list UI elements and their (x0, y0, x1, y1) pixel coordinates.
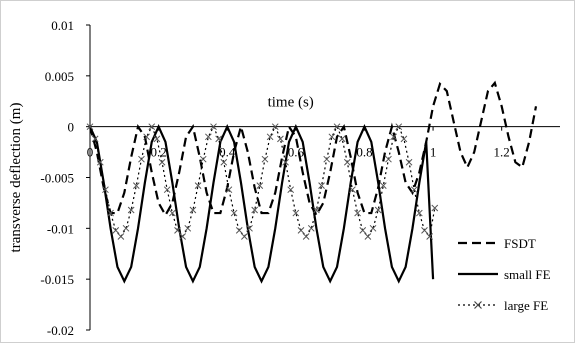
large-fe-marker (364, 233, 372, 240)
large-fe-marker (374, 206, 382, 214)
y-axis-label: transverse deflection (m) (8, 103, 24, 253)
large-fe-marker (153, 135, 161, 143)
large-fe-marker (168, 209, 176, 217)
large-fe-marker (395, 123, 403, 131)
large-fe-marker (194, 182, 202, 189)
y-tick-label: 0.005 (45, 69, 74, 84)
large-fe-marker (179, 233, 186, 240)
large-fe-marker (220, 158, 228, 166)
large-fe-marker (292, 209, 300, 217)
large-fe-marker (91, 135, 99, 143)
large-fe-marker (96, 158, 104, 166)
large-fe-marker (184, 224, 192, 232)
large-fe-marker (241, 233, 248, 240)
large-fe-marker (431, 204, 439, 212)
y-tick-label: 0.01 (51, 18, 74, 33)
large-fe-marker (117, 233, 125, 240)
large-fe-marker (400, 135, 408, 143)
large-fe-marker (256, 182, 264, 189)
large-fe-marker (333, 123, 341, 131)
series-line-large-fe (89, 125, 436, 238)
large-fe-marker (261, 155, 269, 163)
large-fe-marker (277, 135, 284, 143)
large-fe-marker (143, 133, 150, 141)
large-fe-marker (354, 209, 361, 217)
large-fe-marker (158, 158, 166, 166)
large-fe-marker (251, 206, 259, 214)
large-fe-marker (205, 133, 212, 141)
legend-label: FSDT (504, 236, 536, 251)
large-fe-marker (163, 186, 171, 194)
large-fe-marker (210, 123, 217, 131)
series-line-small-fe (88, 123, 435, 284)
large-fe-marker (287, 186, 295, 194)
large-fe-marker (132, 182, 140, 189)
large-fe-marker (421, 227, 428, 234)
legend-marker (474, 301, 482, 309)
large-fe-marker (282, 158, 289, 166)
x-tick-label: 0.2 (150, 145, 166, 160)
large-fe-marker (307, 224, 315, 232)
large-fe-marker (148, 123, 156, 131)
large-fe-marker (349, 186, 356, 194)
large-fe-marker (225, 186, 233, 194)
large-fe-marker (318, 182, 325, 189)
large-fe-marker (246, 224, 253, 232)
x-tick-label: 1 (430, 145, 437, 160)
large-fe-marker (266, 133, 274, 141)
large-fe-marker (235, 227, 243, 234)
large-fe-marker (86, 123, 94, 131)
large-fe-marker (328, 133, 336, 141)
y-tick-label: -0.005 (40, 171, 74, 186)
large-fe-marker (189, 206, 197, 214)
x-tick-label: 0 (87, 145, 94, 160)
legend: FSDT small FE large FE (458, 236, 551, 313)
large-fe-marker (379, 182, 387, 189)
large-fe-marker (215, 135, 223, 143)
y-tick-label: -0.02 (47, 323, 74, 338)
large-fe-marker (174, 227, 181, 234)
x-tick-label: 0.6 (288, 145, 305, 160)
large-fe-marker (343, 158, 351, 166)
large-fe-marker (112, 227, 120, 234)
large-fe-marker (271, 123, 279, 131)
x-tick-label: 0.8 (356, 145, 372, 160)
large-fe-marker (138, 155, 145, 163)
large-fe-marker (122, 224, 130, 232)
large-fe-marker (230, 209, 238, 217)
legend-label: large FE (504, 298, 548, 313)
large-fe-marker (415, 209, 423, 217)
legend-label: small FE (504, 267, 551, 282)
large-fe-marker (410, 186, 418, 194)
plot-series (86, 80, 538, 284)
y-tick-label: -0.01 (47, 221, 74, 236)
large-fe-marker (102, 186, 109, 194)
y-tick-label: 0 (68, 120, 75, 135)
large-fe-marker (369, 224, 377, 232)
large-fe-marker (390, 133, 397, 141)
large-fe-marker (338, 135, 346, 143)
x-axis-label: time (s) (268, 95, 314, 111)
large-fe-marker (313, 206, 320, 214)
y-tick-label: -0.015 (40, 272, 74, 287)
large-fe-marker (323, 155, 331, 163)
large-fe-marker (127, 206, 135, 214)
large-fe-marker (405, 158, 413, 166)
large-fe-marker (297, 227, 305, 234)
large-fe-marker (385, 155, 392, 163)
large-fe-marker (107, 209, 114, 217)
x-tick-label: 0.4 (219, 145, 236, 160)
x-tick-label: 1.2 (494, 145, 510, 160)
large-fe-marker (426, 233, 433, 240)
large-fe-marker (359, 227, 367, 234)
large-fe-marker (199, 155, 207, 163)
large-fe-marker (302, 233, 310, 240)
